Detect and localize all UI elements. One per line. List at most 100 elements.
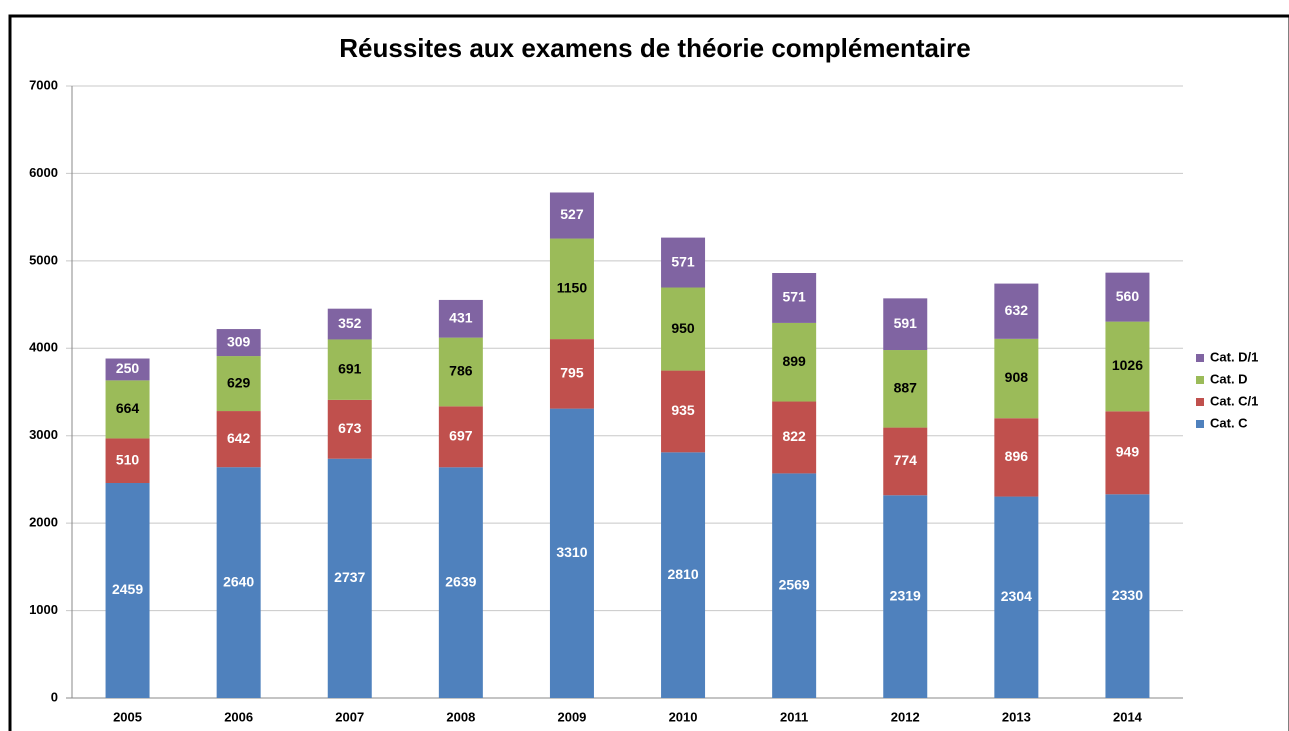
x-tick-label: 2007: [335, 709, 364, 724]
bar-segment: [1105, 321, 1150, 412]
bar-segment: [883, 298, 928, 351]
bar-segment: [438, 299, 483, 338]
legend-swatch: [1196, 420, 1204, 428]
bar-segment: [549, 192, 594, 239]
legend-label: Cat. C/1: [1210, 393, 1258, 408]
bar-segment: [772, 273, 817, 323]
bar-segment: [661, 370, 706, 453]
data-label: 664: [116, 400, 140, 416]
data-label: 896: [1005, 448, 1029, 464]
data-label: 1150: [557, 280, 588, 296]
bar-segment: [327, 458, 372, 698]
bar-segment: [883, 350, 928, 428]
data-label: 3310: [556, 544, 587, 560]
bar-segment: [216, 329, 261, 357]
bar-segment: [438, 337, 483, 407]
data-label: 591: [894, 315, 918, 331]
data-label: 2459: [112, 581, 143, 597]
bar-segment: [1105, 494, 1150, 698]
chart-title: Réussites aux examens de théorie complém…: [339, 33, 971, 63]
bar-segment: [105, 438, 150, 484]
bar-segment: [216, 411, 261, 468]
data-label: 822: [782, 428, 806, 444]
data-label: 510: [116, 451, 140, 467]
legend-label: Cat. D: [1210, 371, 1248, 386]
data-label: 786: [449, 363, 473, 379]
x-tick-label: 2006: [224, 709, 253, 724]
y-tick-label: 6000: [29, 165, 58, 180]
bar-segment: [105, 380, 150, 439]
data-label: 250: [116, 360, 140, 376]
data-label: 887: [894, 380, 918, 396]
data-label: 774: [894, 452, 918, 468]
data-label: 795: [560, 365, 584, 381]
bar-segment: [216, 356, 261, 412]
bar-segment: [994, 418, 1039, 497]
data-label: 2304: [1001, 588, 1032, 604]
data-label: 950: [671, 320, 695, 336]
bar-segment: [216, 467, 261, 698]
bar-segment: [994, 496, 1039, 698]
y-tick-label: 7000: [29, 77, 58, 92]
data-label: 642: [227, 430, 251, 446]
bar-segment: [661, 287, 706, 371]
bar-segment: [438, 467, 483, 698]
data-label: 2639: [445, 573, 476, 589]
data-label: 673: [338, 420, 362, 436]
bar-segment: [549, 238, 594, 340]
y-tick-label: 1000: [29, 602, 58, 617]
x-tick-label: 2005: [113, 709, 142, 724]
bar-segment: [661, 237, 706, 288]
y-tick-label: 5000: [29, 252, 58, 267]
data-label: 697: [449, 428, 473, 444]
x-tick-label: 2009: [557, 709, 586, 724]
bar-segment: [772, 473, 817, 698]
frame: [8, 14, 1289, 731]
data-label: 935: [671, 402, 695, 418]
data-label: 908: [1005, 369, 1029, 385]
x-tick-label: 2011: [780, 709, 808, 724]
legend-swatch: [1196, 398, 1204, 406]
data-label: 431: [449, 309, 473, 325]
data-label: 2569: [779, 576, 810, 592]
bar-segment: [661, 452, 706, 698]
data-label: 2737: [334, 569, 365, 585]
data-label: 632: [1005, 302, 1029, 318]
legend-swatch: [1196, 376, 1204, 384]
data-label: 571: [782, 289, 806, 305]
data-label: 527: [560, 206, 584, 222]
bar-segment: [1105, 411, 1150, 495]
bar-segment: [327, 399, 372, 459]
bar-segment: [883, 495, 928, 698]
bar-segment: [1105, 272, 1150, 322]
y-tick-label: 2000: [29, 515, 58, 530]
data-label: 2810: [667, 566, 698, 582]
data-label: 2330: [1112, 587, 1143, 603]
x-tick-label: 2008: [446, 709, 475, 724]
y-tick-label: 3000: [29, 427, 58, 442]
data-label: 352: [338, 315, 362, 331]
bar-segment: [549, 339, 594, 409]
bar-segment: [327, 308, 372, 340]
y-tick-label: 4000: [29, 340, 58, 355]
bar-segment: [438, 406, 483, 468]
data-label: 1026: [1112, 357, 1143, 373]
legend-label: Cat. D/1: [1210, 349, 1258, 364]
data-label: 560: [1116, 288, 1140, 304]
x-tick-label: 2013: [1002, 709, 1031, 724]
data-label: 691: [338, 360, 362, 376]
bar-segment: [549, 408, 594, 698]
data-label: 309: [227, 333, 251, 349]
y-tick-label: 0: [51, 689, 58, 704]
legend-label: Cat. C: [1210, 415, 1248, 430]
x-tick-label: 2014: [1113, 709, 1143, 724]
data-label: 571: [671, 253, 695, 269]
bar-segment: [105, 483, 150, 698]
x-tick-label: 2010: [669, 709, 698, 724]
legend-swatch: [1196, 354, 1204, 362]
bar-segment: [327, 339, 372, 400]
data-label: 2319: [890, 587, 921, 603]
bar-segment: [883, 427, 928, 496]
